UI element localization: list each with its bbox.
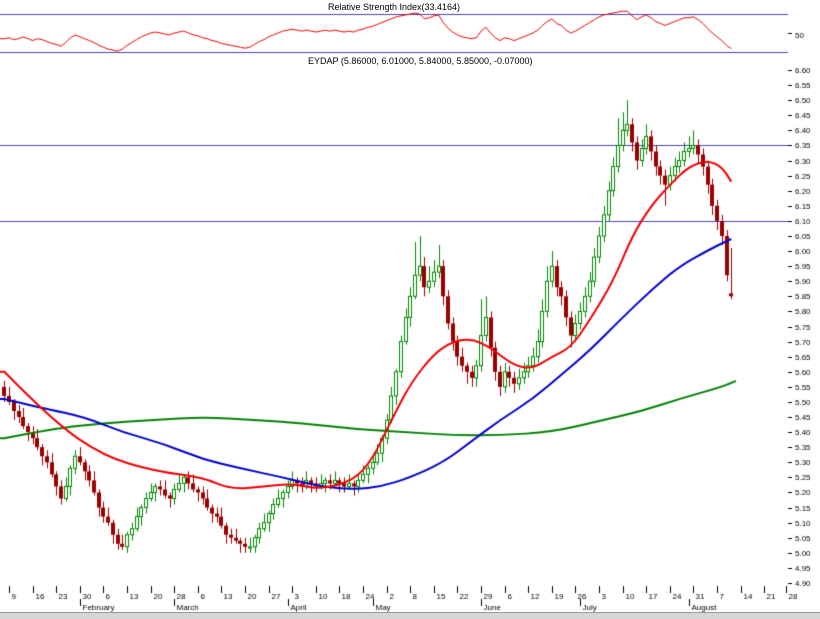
horizontal-scrollbar[interactable] [0,612,820,619]
rsi-panel-title: Relative Strength Index(33.4164) [327,2,461,12]
price-panel-title: EYDAP (5.86000, 6.01000, 5.84000, 5.8500… [308,56,533,66]
